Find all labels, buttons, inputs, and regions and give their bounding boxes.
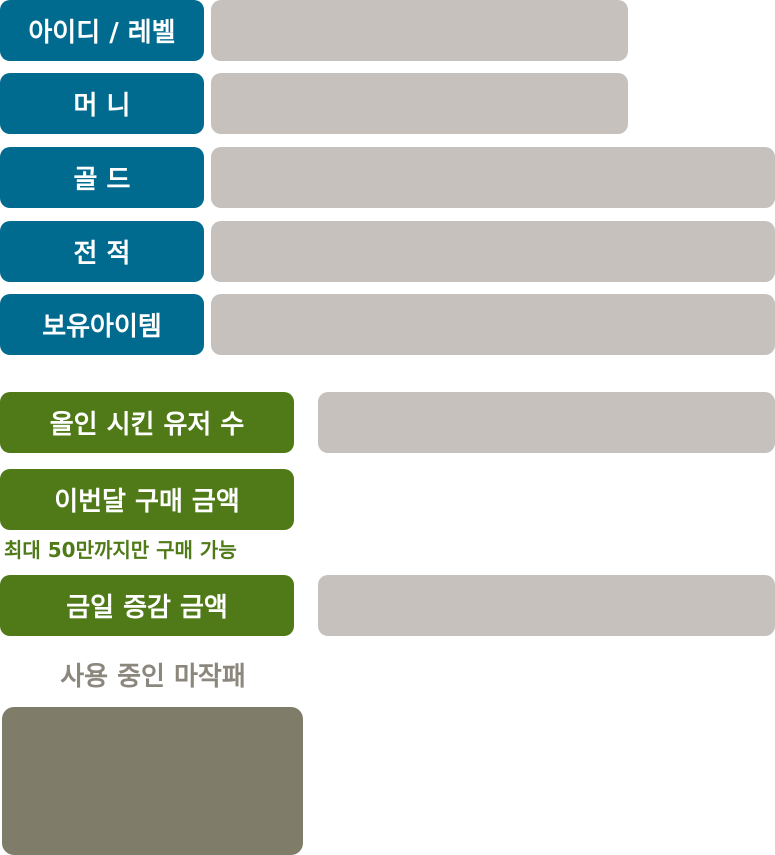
allin-users-field (318, 392, 775, 453)
gold-field (211, 147, 775, 208)
label-gold: 골 드 (0, 147, 204, 208)
money-field (211, 73, 628, 134)
label-monthly-purchase: 이번달 구매 금액 (0, 469, 294, 530)
label-allin-users: 올인 시킨 유저 수 (0, 392, 294, 453)
mahjong-section-title: 사용 중인 마작패 (60, 662, 246, 692)
id-level-field (211, 0, 628, 61)
label-money: 머 니 (0, 73, 204, 134)
label-id-level: 아이디 / 레벨 (0, 0, 204, 61)
label-record: 전 적 (0, 221, 204, 282)
record-field (211, 221, 775, 282)
label-items: 보유아이템 (0, 294, 204, 355)
purchase-limit-note: 최대 50만까지만 구매 가능 (4, 538, 237, 562)
mahjong-tile-preview (2, 707, 303, 855)
daily-change-field (318, 575, 775, 636)
label-daily-change: 금일 증감 금액 (0, 575, 294, 636)
items-field (211, 294, 775, 355)
